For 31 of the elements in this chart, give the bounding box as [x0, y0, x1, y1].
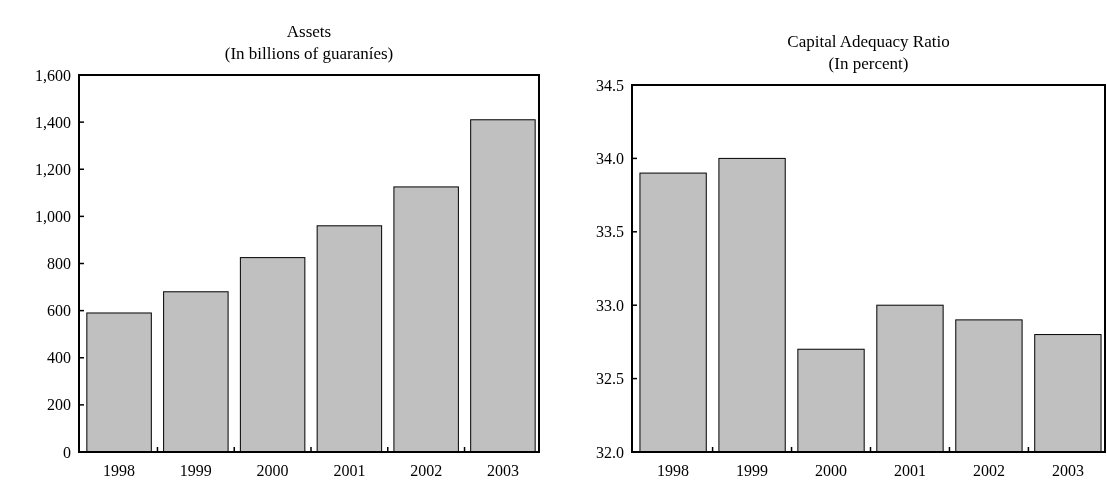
y-tick-label: 34.0 — [596, 150, 624, 167]
x-tick-label: 1998 — [103, 462, 136, 479]
y-tick-label: 800 — [47, 255, 71, 273]
y-tick-label: 1,000 — [35, 207, 71, 225]
y-tick-label: 32.0 — [596, 443, 624, 461]
y-tick-label: 33.0 — [596, 296, 624, 314]
x-tick-label: 1998 — [657, 462, 690, 479]
y-tick-label: 600 — [47, 302, 71, 320]
y-tick-label: 34.5 — [596, 76, 624, 94]
x-tick-label: 2000 — [256, 462, 289, 479]
x-tick-label: 2002 — [972, 462, 1005, 479]
x-tick-label: 2000 — [815, 462, 848, 479]
chart-subtitle: (In billions of guaraníes) — [224, 44, 394, 63]
chart-subtitle: (In percent) — [828, 54, 909, 73]
y-tick-label: 33.5 — [596, 223, 624, 241]
x-tick-label: 1999 — [736, 462, 769, 479]
y-tick-label: 1,600 — [35, 66, 71, 84]
y-tick-label: 1,200 — [35, 160, 71, 178]
y-tick-label: 0 — [63, 443, 71, 461]
x-tick-label: 2001 — [333, 462, 366, 479]
y-tick-label: 200 — [47, 396, 71, 414]
chart-title: Assets — [286, 22, 332, 41]
y-tick-label: 1,400 — [35, 113, 71, 131]
x-tick-label: 2003 — [1051, 462, 1084, 479]
x-tick-label: 2002 — [410, 462, 443, 479]
y-tick-label: 32.5 — [596, 370, 624, 388]
x-tick-label: 1999 — [179, 462, 212, 479]
chart-title: Capital Adequacy Ratio — [787, 32, 950, 51]
x-tick-label: 2003 — [486, 462, 519, 479]
y-tick-label: 400 — [47, 349, 71, 367]
x-tick-label: 2001 — [893, 462, 926, 479]
